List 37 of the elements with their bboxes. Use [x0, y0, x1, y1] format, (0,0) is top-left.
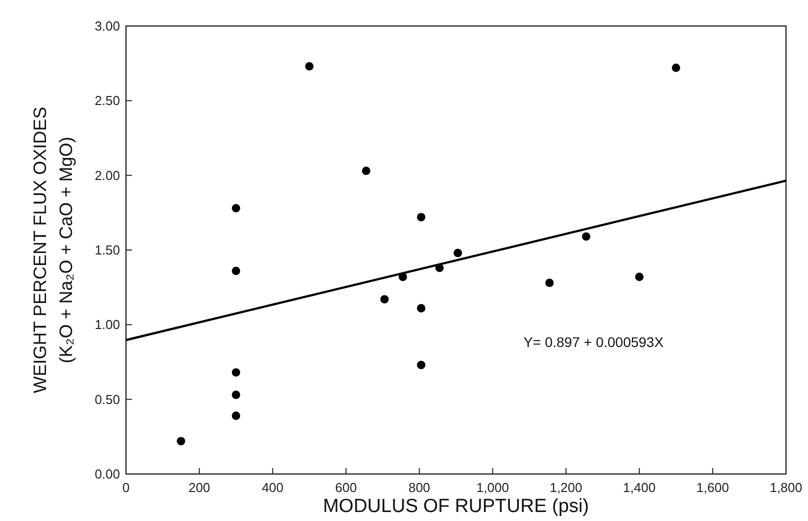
y-tick-label: 3.00 — [94, 18, 120, 34]
x-tick-label: 1,200 — [550, 480, 582, 495]
point — [232, 412, 240, 420]
x-tick-label: 1,800 — [770, 480, 802, 495]
x-axis-title: MODULUS OF RUPTURE (psi) — [322, 496, 590, 517]
point — [416, 360, 426, 370]
point — [305, 62, 314, 71]
point — [232, 390, 240, 400]
point — [582, 232, 590, 241]
y-tick-label: 2.00 — [94, 168, 120, 183]
y-tick-label: 1.50 — [94, 242, 120, 258]
y-tick-label: 0.50 — [94, 392, 120, 407]
y-tick-label: 2.50 — [94, 93, 120, 108]
point — [232, 368, 240, 377]
x-tick-label: 600 — [335, 480, 357, 495]
point — [545, 278, 554, 288]
point — [416, 304, 426, 312]
point — [416, 212, 426, 222]
point — [635, 272, 644, 282]
point — [380, 295, 389, 304]
point — [362, 166, 370, 176]
x-tick-label: 1,000 — [476, 480, 509, 495]
y-axis-title: WEIGHT PERCENT FLUX OXIDES (K₂O + Na₂O + CaO + MgO) — [30, 106, 76, 394]
point — [454, 248, 462, 258]
point — [672, 64, 680, 72]
x-tick-label: 400 — [262, 480, 284, 495]
point — [176, 436, 186, 446]
x-tick-label: 1,400 — [623, 480, 656, 495]
x-tick-label: 200 — [188, 480, 210, 495]
point — [232, 204, 240, 212]
x-tick-label: 1,600 — [696, 480, 729, 495]
annotation: Y= 0.897 + 0.000593X — [523, 334, 664, 350]
point — [232, 266, 240, 276]
x-tick-label: 0 — [122, 480, 130, 495]
y-tick-label: 0.00 — [94, 466, 120, 482]
x-tick-label: 800 — [408, 480, 430, 495]
y-tick-label: 1.00 — [94, 317, 120, 332]
